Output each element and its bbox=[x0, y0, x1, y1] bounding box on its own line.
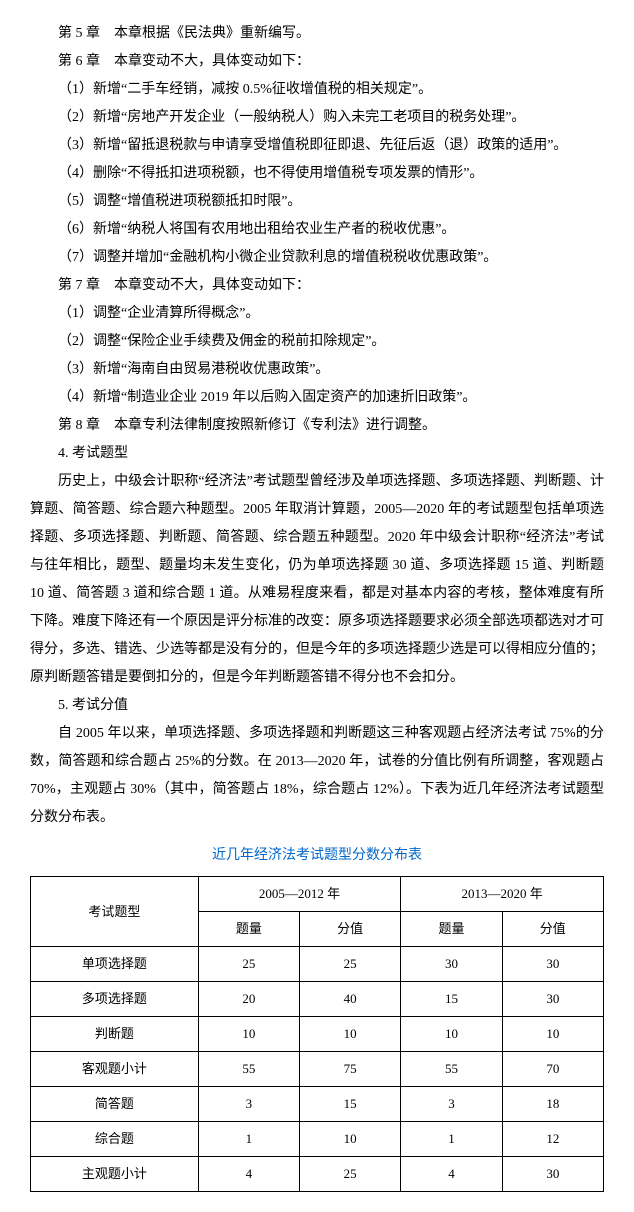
line-13: （4）新增“制造业企业 2019 年以后购入固定资产的加速折旧政策”。 bbox=[30, 384, 604, 412]
line-3: （2）新增“房地产开发企业（一般纳税人）购入未完工老项目的税务处理”。 bbox=[30, 104, 604, 132]
cell: 40 bbox=[300, 982, 401, 1017]
line-6: （5）调整“增值税进项税额抵扣时限”。 bbox=[30, 188, 604, 216]
line-1: 第 6 章 本章变动不大，具体变动如下： bbox=[30, 48, 604, 76]
table-row: 简答题 3 15 3 18 bbox=[31, 1087, 604, 1122]
cell: 1 bbox=[401, 1122, 502, 1157]
cell: 30 bbox=[401, 947, 502, 982]
cell: 单项选择题 bbox=[31, 947, 199, 982]
cell: 1 bbox=[198, 1122, 299, 1157]
cell: 客观题小计 bbox=[31, 1052, 199, 1087]
line-7: （6）新增“纳税人将国有农用地出租给农业生产者的税收优惠”。 bbox=[30, 216, 604, 244]
cell: 3 bbox=[401, 1087, 502, 1122]
line-10: （1）调整“企业清算所得概念”。 bbox=[30, 300, 604, 328]
score-table: 考试题型 2005—2012 年 2013—2020 年 题量 分值 题量 分值… bbox=[30, 876, 604, 1192]
table-title: 近几年经济法考试题型分数分布表 bbox=[30, 842, 604, 870]
line-2: （1）新增“二手车经销，减按 0.5%征收增值税的相关规定”。 bbox=[30, 76, 604, 104]
th-sub-1: 分值 bbox=[300, 912, 401, 947]
cell: 20 bbox=[198, 982, 299, 1017]
table-row: 判断题 10 10 10 10 bbox=[31, 1017, 604, 1052]
cell: 55 bbox=[198, 1052, 299, 1087]
line-16: 历史上，中级会计职称“经济法”考试题型曾经涉及单项选择题、多项选择题、判断题、计… bbox=[30, 468, 604, 692]
line-8: （7）调整并增加“金融机构小微企业贷款利息的增值税税收优惠政策”。 bbox=[30, 244, 604, 272]
line-9: 第 7 章 本章变动不大，具体变动如下： bbox=[30, 272, 604, 300]
th-period1: 2005—2012 年 bbox=[198, 877, 401, 912]
cell: 30 bbox=[502, 1157, 603, 1192]
cell: 25 bbox=[198, 947, 299, 982]
document-body: 第 5 章 本章根据《民法典》重新编写。 第 6 章 本章变动不大，具体变动如下… bbox=[30, 20, 604, 1192]
th-sub-3: 分值 bbox=[502, 912, 603, 947]
th-sub-0: 题量 bbox=[198, 912, 299, 947]
line-17: 5. 考试分值 bbox=[30, 692, 604, 720]
cell: 4 bbox=[198, 1157, 299, 1192]
cell: 10 bbox=[198, 1017, 299, 1052]
th-type: 考试题型 bbox=[31, 877, 199, 947]
line-11: （2）调整“保险企业手续费及佣金的税前扣除规定”。 bbox=[30, 328, 604, 356]
table-row: 主观题小计 4 25 4 30 bbox=[31, 1157, 604, 1192]
cell: 简答题 bbox=[31, 1087, 199, 1122]
table-row: 单项选择题 25 25 30 30 bbox=[31, 947, 604, 982]
cell: 25 bbox=[300, 947, 401, 982]
line-12: （3）新增“海南自由贸易港税收优惠政策”。 bbox=[30, 356, 604, 384]
cell: 55 bbox=[401, 1052, 502, 1087]
cell: 10 bbox=[502, 1017, 603, 1052]
th-sub-2: 题量 bbox=[401, 912, 502, 947]
line-0: 第 5 章 本章根据《民法典》重新编写。 bbox=[30, 20, 604, 48]
cell: 4 bbox=[401, 1157, 502, 1192]
cell: 主观题小计 bbox=[31, 1157, 199, 1192]
cell: 12 bbox=[502, 1122, 603, 1157]
cell: 18 bbox=[502, 1087, 603, 1122]
cell: 70 bbox=[502, 1052, 603, 1087]
cell: 综合题 bbox=[31, 1122, 199, 1157]
table-row: 客观题小计 55 75 55 70 bbox=[31, 1052, 604, 1087]
cell: 75 bbox=[300, 1052, 401, 1087]
th-period2: 2013—2020 年 bbox=[401, 877, 604, 912]
line-18: 自 2005 年以来，单项选择题、多项选择题和判断题这三种客观题占经济法考试 7… bbox=[30, 720, 604, 832]
table-body: 单项选择题 25 25 30 30 多项选择题 20 40 15 30 判断题 … bbox=[31, 947, 604, 1192]
cell: 10 bbox=[300, 1122, 401, 1157]
line-4: （3）新增“留抵退税款与申请享受增值税即征即退、先征后返（退）政策的适用”。 bbox=[30, 132, 604, 160]
line-15: 4. 考试题型 bbox=[30, 440, 604, 468]
line-14: 第 8 章 本章专利法律制度按照新修订《专利法》进行调整。 bbox=[30, 412, 604, 440]
cell: 判断题 bbox=[31, 1017, 199, 1052]
cell: 3 bbox=[198, 1087, 299, 1122]
cell: 多项选择题 bbox=[31, 982, 199, 1017]
table-row: 多项选择题 20 40 15 30 bbox=[31, 982, 604, 1017]
cell: 30 bbox=[502, 982, 603, 1017]
cell: 10 bbox=[300, 1017, 401, 1052]
line-5: （4）删除“不得抵扣进项税额，也不得使用增值税专项发票的情形”。 bbox=[30, 160, 604, 188]
cell: 15 bbox=[300, 1087, 401, 1122]
cell: 15 bbox=[401, 982, 502, 1017]
cell: 30 bbox=[502, 947, 603, 982]
table-row: 综合题 1 10 1 12 bbox=[31, 1122, 604, 1157]
cell: 25 bbox=[300, 1157, 401, 1192]
cell: 10 bbox=[401, 1017, 502, 1052]
